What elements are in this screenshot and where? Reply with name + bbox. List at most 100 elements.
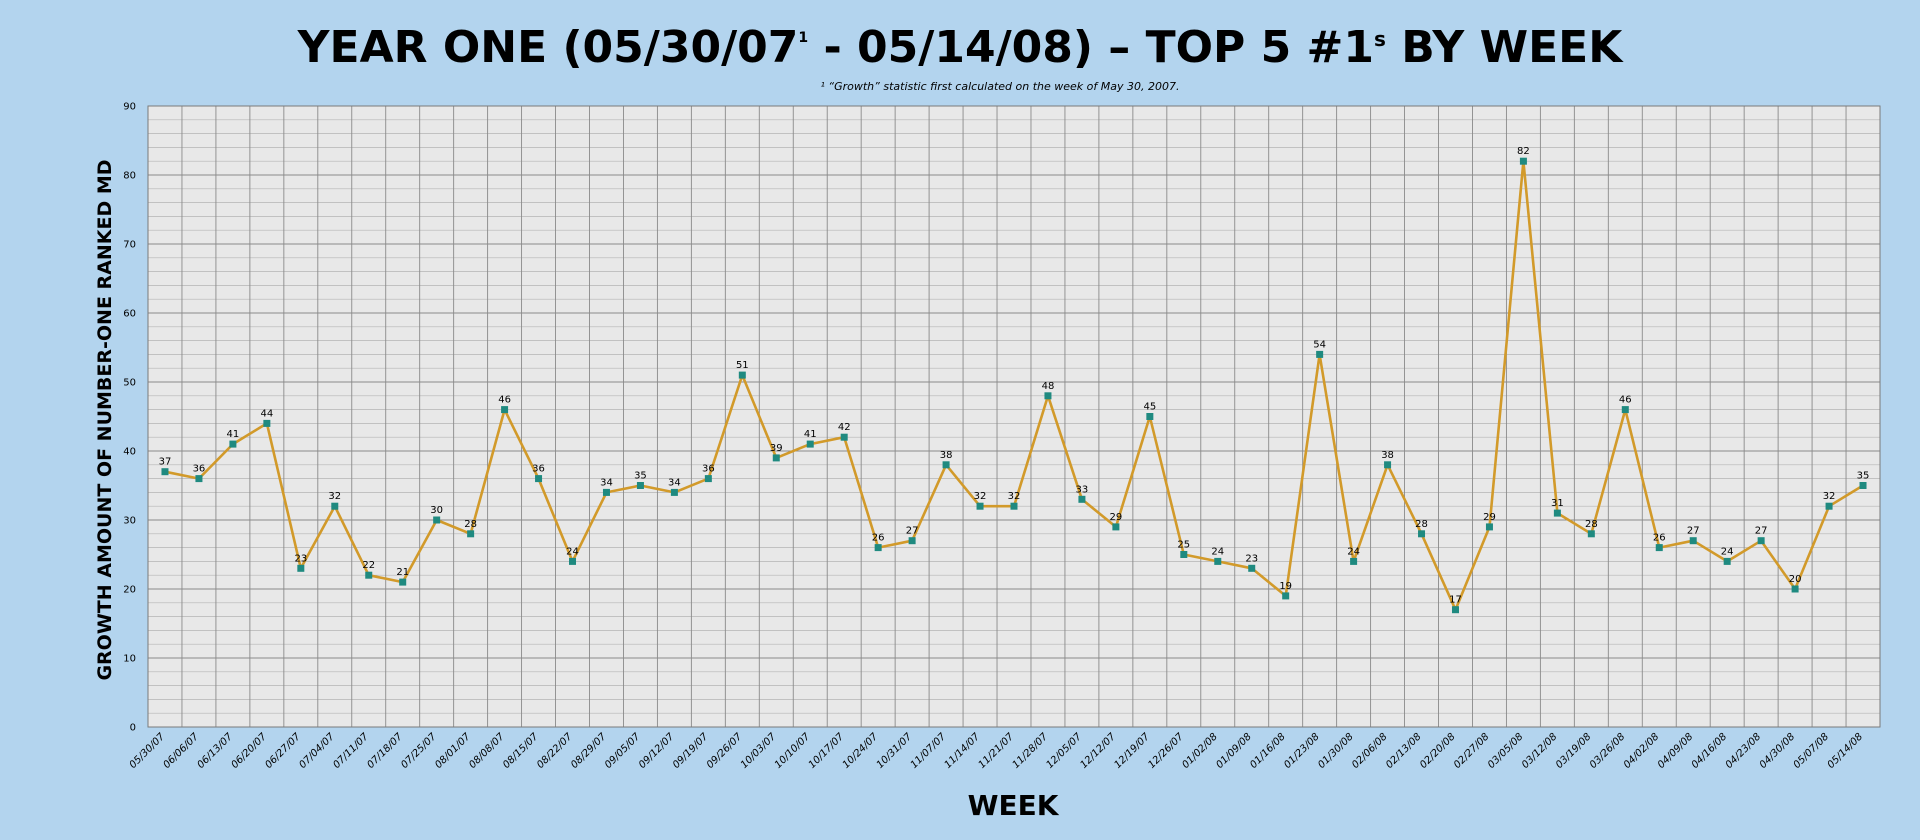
title-superscript-1: 1 bbox=[798, 30, 808, 46]
data-point bbox=[908, 537, 916, 545]
x-tick-label: 07/11/07 bbox=[331, 731, 371, 771]
data-label: 31 bbox=[1551, 498, 1564, 509]
data-label: 20 bbox=[1789, 574, 1802, 585]
x-tick-label: 04/02/08 bbox=[1622, 731, 1662, 771]
x-tick-label: 07/25/07 bbox=[399, 731, 439, 771]
data-label: 36 bbox=[193, 464, 206, 475]
data-point bbox=[1010, 502, 1018, 510]
chart-title: YEAR ONE (05/30/071 - 05/14/08) – TOP 5 … bbox=[297, 22, 1625, 73]
data-label: 28 bbox=[1585, 519, 1598, 530]
x-tick-label: 02/27/08 bbox=[1452, 731, 1492, 771]
x-tick-label: 03/05/08 bbox=[1486, 731, 1526, 771]
data-point bbox=[1553, 509, 1561, 517]
x-tick-label: 04/16/08 bbox=[1690, 731, 1730, 771]
plot-area: 0 10 20 30 40 50 60 70 80 90 05/30/0706/06/0706/13… bbox=[123, 102, 1881, 771]
data-point bbox=[772, 454, 780, 462]
data-label: 41 bbox=[804, 429, 817, 440]
x-tick-label: 04/23/08 bbox=[1724, 731, 1764, 771]
data-label: 28 bbox=[464, 519, 477, 530]
data-point bbox=[1146, 413, 1154, 420]
x-tick-label: 10/24/07 bbox=[841, 731, 881, 771]
data-point bbox=[1316, 350, 1324, 358]
x-tick-label: 03/26/08 bbox=[1588, 731, 1628, 771]
x-tick-label: 05/30/07 bbox=[128, 731, 168, 771]
data-point bbox=[1418, 530, 1426, 538]
x-tick-label: 05/07/08 bbox=[1792, 731, 1832, 771]
x-tick-label: 08/22/07 bbox=[535, 731, 575, 771]
data-label: 23 bbox=[294, 553, 307, 564]
data-point bbox=[297, 564, 305, 572]
data-point bbox=[670, 488, 678, 496]
data-label: 38 bbox=[1381, 450, 1394, 461]
data-label: 32 bbox=[1823, 491, 1836, 502]
plot-background bbox=[148, 106, 1880, 727]
x-tick-label: 09/05/07 bbox=[603, 731, 643, 771]
x-tick-label: 07/04/07 bbox=[297, 731, 337, 771]
data-point bbox=[467, 530, 475, 538]
x-tick-label: 04/30/08 bbox=[1758, 731, 1798, 771]
data-label: 26 bbox=[872, 533, 885, 544]
data-point bbox=[161, 468, 169, 476]
data-label: 27 bbox=[1755, 526, 1768, 537]
chart-footnote: ¹ “Growth” statistic first calculated on… bbox=[820, 80, 1179, 93]
data-point bbox=[1078, 495, 1086, 503]
x-tick-label: 12/05/07 bbox=[1045, 731, 1085, 771]
data-point bbox=[1180, 551, 1188, 558]
title-part-b: - 05/14/08) – TOP 5 #1 bbox=[808, 22, 1374, 73]
x-tick-label: 03/12/08 bbox=[1520, 731, 1560, 771]
x-tick-label: 02/20/08 bbox=[1418, 731, 1458, 771]
data-point bbox=[263, 419, 271, 427]
data-point bbox=[535, 475, 543, 483]
data-label: 19 bbox=[1279, 581, 1292, 592]
x-tick-label: 01/30/08 bbox=[1316, 731, 1356, 771]
title-part-c: BY WEEK bbox=[1386, 22, 1624, 73]
x-tick-label: 11/21/07 bbox=[977, 731, 1017, 771]
data-label: 35 bbox=[1857, 471, 1870, 482]
data-point bbox=[806, 440, 814, 448]
x-tick-label: 02/06/08 bbox=[1350, 731, 1390, 771]
x-tick-label: 04/09/08 bbox=[1656, 731, 1696, 771]
data-label: 39 bbox=[770, 443, 783, 454]
data-point bbox=[636, 482, 644, 489]
x-axis-title: WEEK bbox=[968, 789, 1060, 822]
x-tick-label: 12/26/07 bbox=[1146, 731, 1186, 771]
data-label: 27 bbox=[906, 526, 919, 537]
data-point bbox=[1723, 557, 1731, 565]
data-label: 28 bbox=[1415, 519, 1428, 530]
x-tick-label: 01/23/08 bbox=[1282, 731, 1322, 771]
data-label: 27 bbox=[1687, 526, 1700, 537]
data-point bbox=[976, 502, 984, 510]
x-tick-label: 09/26/07 bbox=[705, 731, 745, 771]
data-point bbox=[1248, 564, 1256, 572]
data-label: 82 bbox=[1517, 146, 1530, 157]
x-tick-label: 08/08/07 bbox=[467, 731, 507, 771]
data-point bbox=[365, 571, 373, 579]
y-tick-label: 60 bbox=[123, 309, 136, 320]
x-tick-label: 11/14/07 bbox=[943, 731, 983, 771]
data-label: 24 bbox=[566, 546, 579, 557]
data-label: 24 bbox=[1721, 546, 1734, 557]
data-point bbox=[1485, 523, 1493, 531]
data-label: 26 bbox=[1653, 533, 1666, 544]
y-tick-label: 90 bbox=[123, 102, 136, 113]
data-label: 33 bbox=[1076, 484, 1089, 495]
x-tick-label: 06/27/07 bbox=[263, 731, 303, 771]
data-label: 36 bbox=[532, 464, 545, 475]
data-point bbox=[1384, 461, 1392, 469]
data-label: 46 bbox=[1619, 395, 1632, 406]
data-point bbox=[1689, 537, 1697, 545]
data-point bbox=[399, 578, 407, 586]
y-axis-title: GROWTH AMOUNT OF NUMBER-ONE RANKED MD bbox=[94, 159, 116, 680]
data-point bbox=[1655, 544, 1663, 552]
x-tick-label: 03/19/08 bbox=[1554, 731, 1594, 771]
x-tick-label: 01/16/08 bbox=[1248, 731, 1288, 771]
x-tick-label: 10/31/07 bbox=[875, 731, 915, 771]
data-label: 34 bbox=[668, 477, 681, 488]
data-label: 29 bbox=[1110, 512, 1123, 523]
x-tick-label: 10/10/07 bbox=[773, 731, 813, 771]
data-label: 41 bbox=[227, 429, 240, 440]
x-tick-label: 09/12/07 bbox=[637, 731, 677, 771]
x-tick-label: 07/18/07 bbox=[365, 731, 405, 771]
y-tick-label: 30 bbox=[123, 516, 136, 527]
